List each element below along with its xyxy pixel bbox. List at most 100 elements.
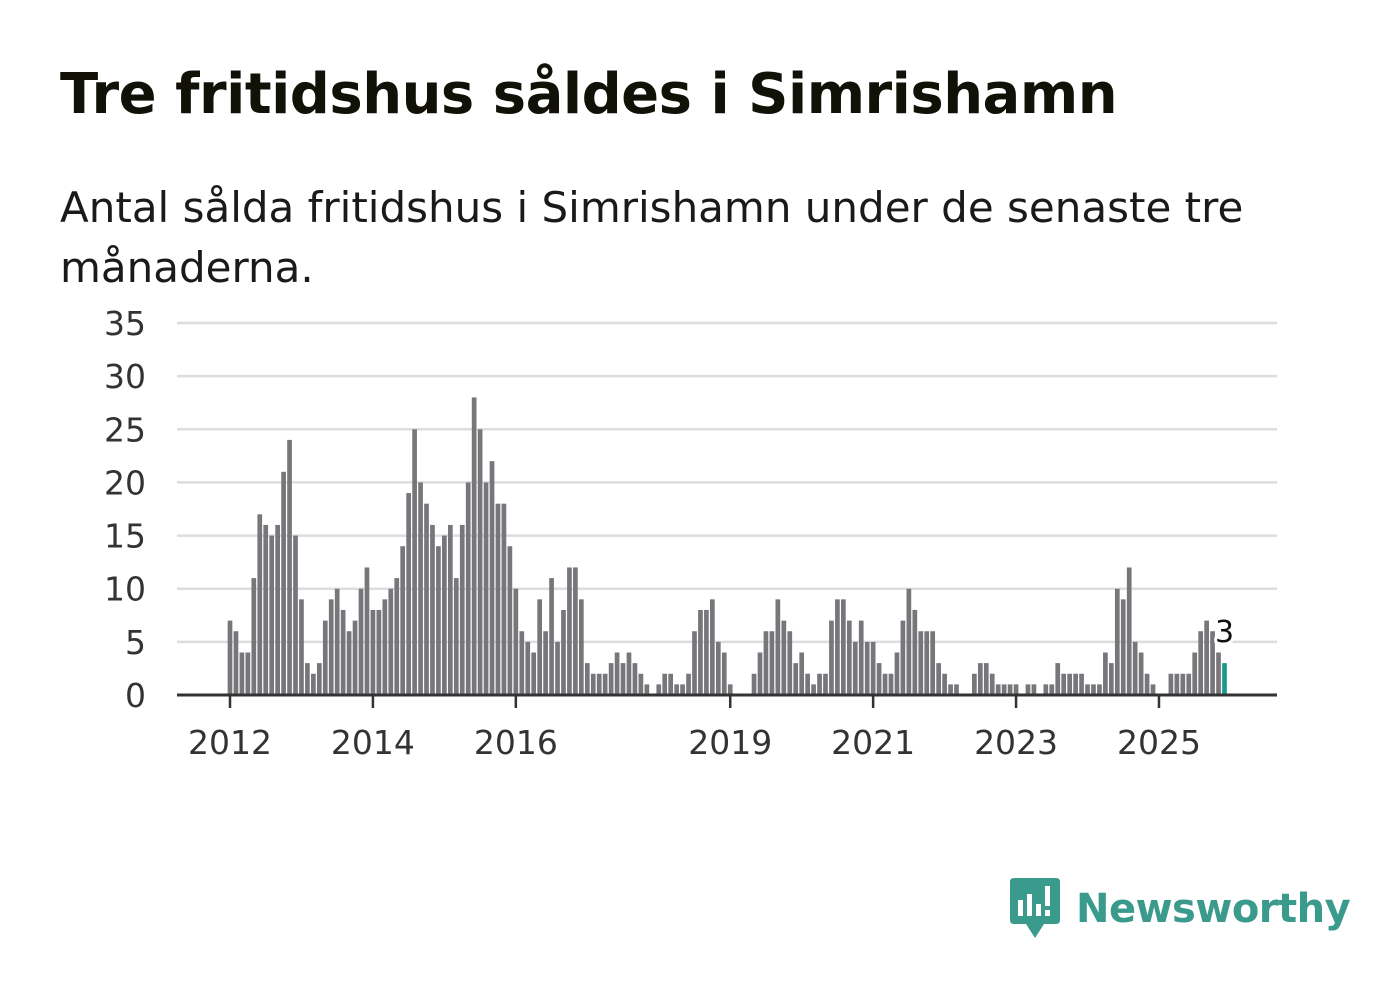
bar [727,684,733,695]
bar [281,471,286,695]
bar [352,620,358,695]
bar [1198,631,1204,695]
bar [549,578,554,695]
bar [519,631,525,695]
highlighted-bar [1222,663,1227,695]
bar [954,684,959,695]
bar [1114,588,1120,695]
bar [507,546,513,695]
bar [543,631,548,695]
bar [799,652,805,695]
chart-title: Tre fritidshus såldes i Simrishamn [60,62,1118,127]
x-tick-label: 2019 [688,723,772,762]
x-tick-label: 2012 [188,723,272,762]
bar [894,652,900,695]
x-axis [177,693,1277,708]
bar [805,673,810,695]
bar [680,684,685,695]
bar [1150,684,1156,695]
bar [888,673,894,695]
bar [334,588,340,695]
bar [364,567,370,695]
bar [757,652,763,695]
bar [328,599,334,695]
bar [1007,684,1013,695]
bar [418,482,423,695]
bar [311,673,316,695]
bar [662,673,668,695]
bar [924,631,930,695]
bar [584,663,590,695]
bar [394,578,400,695]
bar [632,663,638,695]
newsworthy-logo: Newsworthy [1010,876,1351,942]
bar [573,567,578,695]
bar [1210,631,1215,695]
bar [644,684,650,695]
bar [698,609,703,695]
bar [275,524,280,695]
bar [1031,684,1037,695]
bar [293,535,298,695]
bar [638,673,644,695]
bar [1144,673,1150,695]
bar [388,588,394,695]
bar [1138,652,1144,695]
bar [608,663,614,695]
bar [936,663,941,695]
bar [674,684,679,695]
bar [1108,663,1114,695]
bar [442,535,447,695]
bar [245,652,251,695]
bar [269,535,275,695]
y-axis-labels: 0 5 10 15 20 25 30 35 [104,304,146,715]
bar [525,641,531,695]
bar [995,684,1001,695]
bar [561,609,566,695]
bar [1126,567,1132,695]
bar [555,641,560,695]
bar [1204,620,1209,695]
bar [233,631,239,695]
bar [483,482,489,695]
bar [370,609,376,695]
x-tick-label: 2014 [331,723,415,762]
bar [287,439,292,695]
bar [1174,673,1180,695]
y-tick-label: 0 [125,676,146,715]
bar [447,524,453,695]
bar [1049,684,1055,695]
bar [686,673,691,695]
bar [704,609,709,695]
x-tick-label: 2016 [474,723,558,762]
bar [412,429,417,695]
bar [1216,652,1221,695]
bar [846,620,852,695]
bar [465,482,471,695]
bar [1079,673,1084,695]
chart-subtitle: Antal sålda fritidshus i Simrishamn unde… [60,183,1244,292]
bar [692,631,697,695]
bar [1168,673,1174,695]
bar [1067,673,1073,695]
bar [406,493,411,695]
bar [668,673,674,695]
bar [477,429,483,695]
bar [346,631,352,695]
bar [1073,673,1078,695]
bar [1091,684,1096,695]
bar [453,578,459,695]
bar [227,620,233,695]
y-tick-label: 20 [104,463,146,502]
bar [1001,684,1007,695]
bar [721,652,727,695]
bar [489,461,495,695]
bar [579,599,584,695]
bar [382,599,388,695]
y-tick-label: 15 [104,517,146,556]
bar [823,673,828,695]
bar [793,663,799,695]
bar [977,663,983,695]
bar [1103,652,1108,695]
